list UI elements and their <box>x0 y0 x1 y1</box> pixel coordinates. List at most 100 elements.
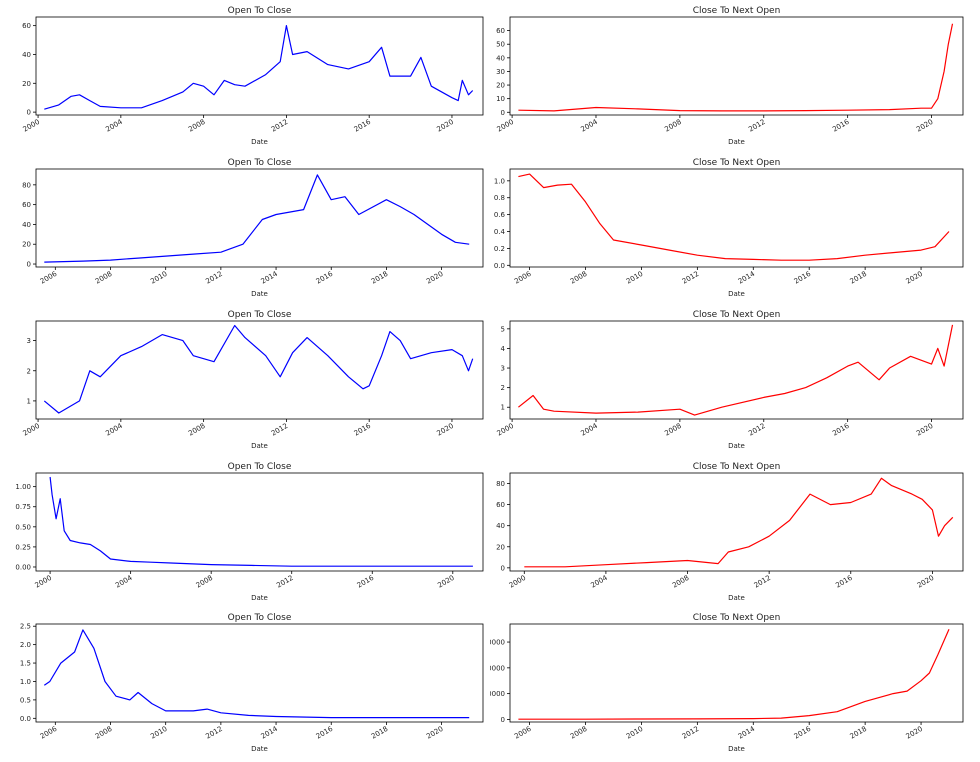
y-tick-label: 0 <box>27 109 31 117</box>
y-tick-label: 1.5 <box>20 660 31 668</box>
axes-frame <box>509 16 964 116</box>
y-tick-label: 1.0 <box>20 678 31 686</box>
x-axis-label: Date <box>251 290 268 298</box>
y-tick-label: 50 <box>496 41 505 49</box>
x-tick-label: 2010 <box>149 725 168 741</box>
x-tick-label: 2020 <box>905 725 924 741</box>
y-tick-label: 0.75 <box>15 503 31 511</box>
x-tick-label: 2008 <box>187 422 206 438</box>
x-tick-label: 2014 <box>260 725 280 741</box>
y-tick-label: 1 <box>27 397 31 405</box>
y-tick-label: 10 <box>496 95 505 103</box>
chart-panel-10: Close To Next Open 0 10000 20000 30000 2006 20… <box>490 613 964 753</box>
y-tick-label: 20 <box>496 543 505 551</box>
y-tick-label: 2 <box>501 384 505 392</box>
x-tick-label: 2000 <box>508 574 527 590</box>
x-tick-label: 2014 <box>737 270 757 286</box>
x-tick-label: 2020 <box>436 422 455 438</box>
y-tick-label: 3 <box>501 365 505 373</box>
x-tick-label: 2018 <box>849 270 868 286</box>
x-axis-label: Date <box>251 442 268 450</box>
series-line-1 <box>518 23 954 112</box>
x-tick-label: 2012 <box>681 725 700 741</box>
x-tick-label: 2000 <box>496 422 515 438</box>
x-tick-label: 2016 <box>353 422 373 438</box>
chart-title: Close To Next Open <box>693 310 781 320</box>
x-tick-label: 2010 <box>625 725 644 741</box>
y-tick-label: 60 <box>22 22 31 30</box>
axes-frame <box>509 472 964 572</box>
x-tick-label: 2016 <box>315 270 335 286</box>
chart-panel-3: Open To Close 0 20 40 60 80 2006 2008 2010 2012 20… <box>22 158 484 298</box>
chart-panel-8: Close To Next Open 0 20 40 60 80 2000 2004 2008 2… <box>496 462 964 602</box>
series-line-1 <box>43 629 470 719</box>
chart-panel-6: Close To Next Open 1 2 3 4 5 2000 2004 2008 2012 2… <box>496 310 964 450</box>
y-tick-label: 40 <box>496 54 505 62</box>
x-tick-label: 2010 <box>625 270 644 286</box>
x-tick-label: 2000 <box>22 422 41 438</box>
x-tick-label: 2008 <box>187 118 206 134</box>
axes-frame <box>35 623 484 723</box>
series-line-1 <box>524 477 954 568</box>
axes-frame <box>35 320 484 420</box>
y-tick-label: 20000 <box>490 664 505 672</box>
x-tick-label: 2004 <box>104 118 124 134</box>
x-tick-label: 2012 <box>753 574 772 590</box>
axes-frame <box>509 168 964 268</box>
x-tick-label: 2004 <box>580 118 600 134</box>
axes-frame <box>509 623 964 723</box>
chart-title: Open To Close <box>228 462 292 472</box>
x-tick-label: 2010 <box>149 270 168 286</box>
x-tick-label: 2018 <box>370 725 389 741</box>
y-tick-label: 60 <box>496 501 505 509</box>
chart-panel-7: Open To Close 0.00 0.25 0.50 0.75 1.00 2000 200… <box>15 462 484 602</box>
y-tick-label: 0.5 <box>20 696 31 704</box>
x-tick-label: 2008 <box>195 574 214 590</box>
y-tick-label: 3 <box>27 337 31 345</box>
x-tick-label: 2006 <box>39 725 59 741</box>
y-tick-label: 0.0 <box>20 715 31 723</box>
chart-title: Open To Close <box>228 158 292 168</box>
x-tick-label: 2012 <box>204 270 223 286</box>
chart-title: Open To Close <box>228 310 292 320</box>
y-tick-label: 20 <box>22 241 31 249</box>
axes-frame <box>35 168 484 268</box>
axes-frame <box>509 320 964 420</box>
y-tick-label: 60 <box>22 201 31 209</box>
x-tick-label: 2008 <box>663 118 682 134</box>
x-tick-label: 2004 <box>580 422 600 438</box>
series-line-1 <box>44 174 470 263</box>
chart-title: Open To Close <box>228 613 292 623</box>
x-tick-label: 2006 <box>513 725 533 741</box>
x-axis-label: Date <box>728 290 745 298</box>
y-tick-label: 1 <box>501 404 505 412</box>
y-tick-label: 0.6 <box>494 211 506 219</box>
x-tick-label: 2008 <box>663 422 682 438</box>
x-tick-label: 2000 <box>34 574 53 590</box>
x-tick-label: 2016 <box>793 725 813 741</box>
x-tick-label: 2020 <box>436 574 455 590</box>
y-tick-label: 0.4 <box>494 228 506 236</box>
x-tick-label: 2020 <box>425 270 444 286</box>
y-tick-label: 4 <box>501 345 506 353</box>
y-tick-label: 0 <box>27 261 31 269</box>
x-tick-label: 2014 <box>737 725 757 741</box>
x-tick-label: 2000 <box>22 118 41 134</box>
series-line-1 <box>518 628 950 720</box>
x-tick-label: 2012 <box>270 118 289 134</box>
x-tick-label: 2008 <box>569 270 588 286</box>
y-tick-label: 5 <box>501 325 505 333</box>
x-tick-label: 2006 <box>513 270 533 286</box>
x-axis-label: Date <box>728 745 745 753</box>
x-tick-label: 2008 <box>94 270 113 286</box>
x-tick-label: 2008 <box>671 574 690 590</box>
x-tick-label: 2014 <box>260 270 280 286</box>
x-axis-label: Date <box>251 138 268 146</box>
y-tick-label: 0 <box>501 109 505 117</box>
y-tick-label: 0.8 <box>494 194 505 202</box>
x-tick-label: 2016 <box>831 118 851 134</box>
x-tick-label: 2012 <box>275 574 294 590</box>
x-tick-label: 2016 <box>353 118 373 134</box>
y-tick-label: 40 <box>22 221 31 229</box>
series-line-1 <box>43 324 474 414</box>
